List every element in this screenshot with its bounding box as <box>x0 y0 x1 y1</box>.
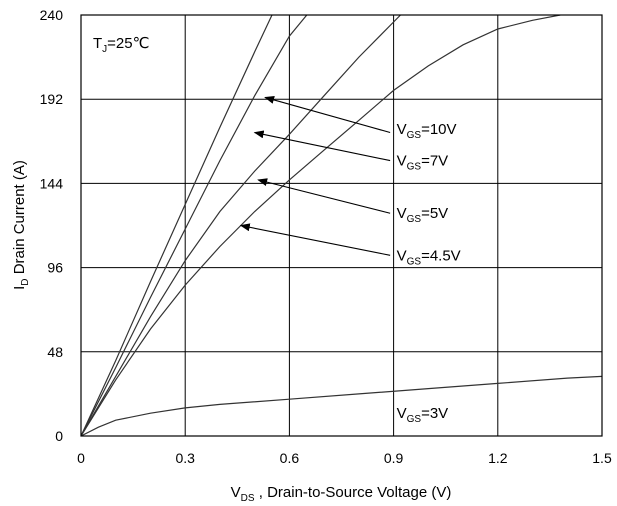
x-tick-label: 0.6 <box>280 450 300 466</box>
tick-labels: 0 0.3 0.6 0.9 1.2 1.5 0 48 96 144 192 240 <box>40 7 612 466</box>
temperature-note: TJ=25℃ <box>93 35 149 55</box>
annotation-arrows <box>239 96 391 256</box>
curve-VGS=5V <box>81 15 401 436</box>
grid-lines <box>81 15 602 436</box>
x-tick-label: 0 <box>77 450 85 466</box>
series-label: VGS=7V <box>397 153 449 173</box>
curve-VGS=7V <box>81 15 308 436</box>
plot-border <box>80 14 603 437</box>
x-tick-label: 0.3 <box>175 450 195 466</box>
series-labels: VGS=10V VGS=7V VGS=5V VGS=4.5V VGS=3V <box>397 121 461 425</box>
curve-VGS=10V <box>81 15 273 436</box>
y-axis-label: ID Drain Current (A) <box>11 160 31 290</box>
y-tick-label: 192 <box>40 91 64 107</box>
arrow-VGS=5V <box>257 178 391 214</box>
arrow-VGS=7V <box>253 130 391 162</box>
y-tick-label: 240 <box>40 7 64 23</box>
curve-VGS=4.5V <box>81 15 561 436</box>
y-tick-label: 0 <box>55 428 63 444</box>
x-tick-label: 1.5 <box>592 450 612 466</box>
x-axis-label: VDS , Drain-to-Source Voltage (V) <box>231 484 452 504</box>
curve-VGS=3V <box>81 375 602 436</box>
y-tick-label: 96 <box>47 260 63 276</box>
series-label: VGS=4.5V <box>397 247 461 267</box>
x-tick-label: 0.9 <box>384 450 404 466</box>
y-tick-label: 48 <box>47 344 63 360</box>
series-label: VGS=5V <box>397 205 449 225</box>
arrow-VGS=4.5V <box>239 223 391 256</box>
x-tick-label: 1.2 <box>488 450 508 466</box>
y-tick-label: 144 <box>40 175 64 191</box>
series-label: VGS=3V <box>397 405 449 425</box>
curves <box>81 15 602 436</box>
series-label: VGS=10V <box>397 121 457 141</box>
arrow-VGS=10V <box>264 96 391 134</box>
